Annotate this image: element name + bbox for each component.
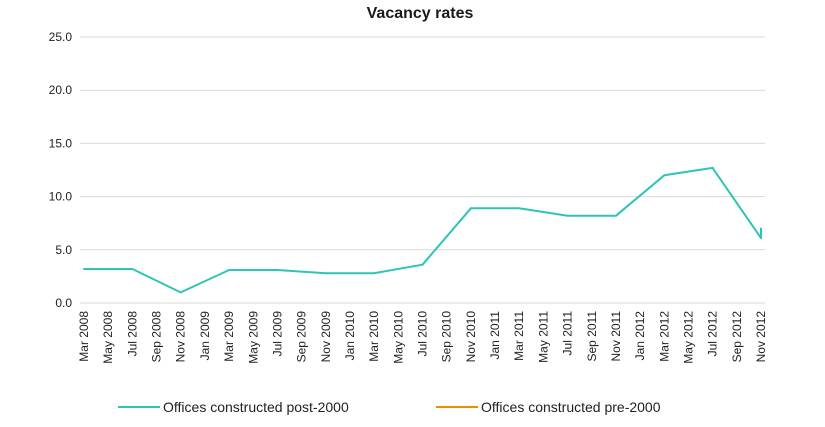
x-tick-label: Jul 2008	[125, 311, 139, 357]
series-0-point	[324, 272, 327, 275]
series-0-point	[760, 237, 762, 240]
series-0-point	[760, 227, 762, 230]
y-tick-label: 15.0	[49, 136, 73, 150]
series-0-point	[276, 269, 279, 272]
series-0-point	[421, 263, 424, 266]
legend-label-pre-2000: Offices constructed pre-2000	[481, 399, 661, 415]
x-tick-label: May 2012	[681, 311, 695, 364]
y-tick-label: 10.0	[49, 190, 73, 204]
series-0-point	[469, 207, 472, 210]
series-0-point	[228, 269, 231, 272]
x-tick-label: Sep 2008	[150, 311, 164, 363]
x-tick-label: Nov 2011	[609, 311, 623, 362]
chart-title: Vacancy rates	[367, 5, 474, 22]
x-tick-label: Mar 2012	[657, 311, 671, 362]
x-tick-label: May 2010	[391, 311, 405, 364]
series-lines	[83, 166, 762, 294]
x-tick-label: Jan 2010	[343, 311, 357, 361]
y-tick-label: 20.0	[49, 83, 73, 97]
x-tick-label: Jul 2009	[270, 311, 284, 357]
x-tick-label: Jan 2012	[633, 311, 647, 361]
x-axis-ticks: Mar 2008 May 2008 Jul 2008 Sep 2008 Nov 2008…	[77, 311, 768, 364]
x-tick-label: Sep 2009	[295, 311, 309, 363]
series-0-point	[663, 174, 666, 177]
x-tick-label: Sep 2012	[730, 311, 744, 363]
series-0-point	[518, 207, 521, 210]
legend: Offices constructed post-2000 Offices co…	[118, 399, 661, 415]
x-tick-label: Mar 2010	[367, 311, 381, 362]
x-tick-label: Nov 2012	[754, 311, 768, 363]
series-line-0	[84, 166, 762, 294]
y-tick-label: 0.0	[55, 296, 72, 310]
series-0-point	[373, 272, 376, 275]
x-tick-label: Mar 2008	[77, 311, 91, 362]
series-0-point	[131, 267, 134, 270]
grid-lines	[80, 36, 765, 304]
x-tick-label: Jul 2010	[416, 311, 430, 357]
x-tick-label: Jul 2011	[561, 311, 575, 356]
series-0-point	[711, 166, 714, 169]
x-tick-label: Mar 2011	[512, 311, 526, 361]
x-tick-label: May 2008	[101, 311, 115, 364]
x-tick-label: May 2009	[246, 311, 260, 364]
x-tick-label: Nov 2009	[319, 311, 333, 363]
x-tick-label: Nov 2008	[174, 311, 188, 363]
x-tick-label: Sep 2010	[440, 311, 454, 363]
series-0-point	[83, 267, 85, 270]
x-tick-label: Mar 2009	[222, 311, 236, 362]
y-axis-ticks: 0.0 5.0 10.0 15.0 20.0 25.0	[49, 30, 73, 310]
legend-label-post-2000: Offices constructed post-2000	[163, 399, 349, 415]
x-tick-label: Sep 2011	[585, 311, 599, 362]
series-0-point	[614, 214, 617, 217]
y-tick-label: 25.0	[49, 30, 73, 44]
series-0-point	[566, 214, 569, 217]
x-tick-label: Jan 2011	[488, 311, 502, 360]
x-tick-label: Jul 2012	[706, 311, 720, 357]
y-tick-label: 5.0	[55, 243, 72, 257]
x-tick-label: Nov 2010	[464, 311, 478, 363]
x-tick-label: Jan 2009	[198, 311, 212, 361]
x-tick-label: May 2011	[536, 311, 550, 363]
series-0-point	[179, 291, 182, 294]
